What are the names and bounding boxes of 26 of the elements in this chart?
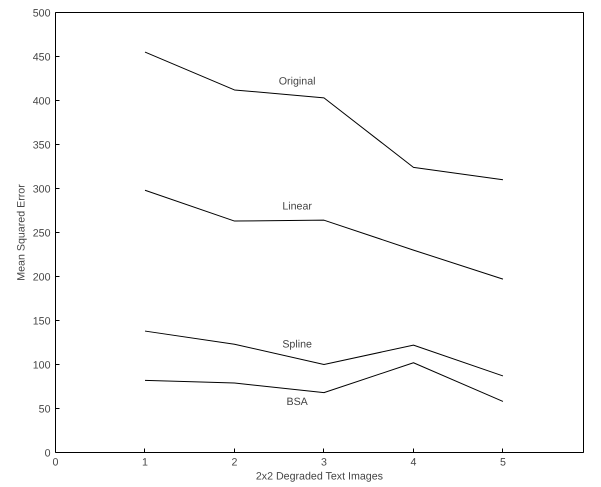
x-tick-label: 0 — [52, 456, 59, 468]
y-tick-label: 450 — [32, 52, 51, 64]
line-series — [144, 190, 504, 280]
x-tick-label: 3 — [321, 456, 328, 468]
series-label: Spline — [282, 338, 312, 350]
y-tick-label: 200 — [32, 272, 51, 284]
y-tick-label: 150 — [32, 316, 51, 328]
series-label: Original — [278, 75, 316, 88]
y-tick-label: 350 — [32, 140, 51, 152]
y-tick-label: 0 — [44, 448, 51, 460]
series-label: BSA — [286, 396, 309, 408]
y-tick-label: 250 — [32, 228, 51, 240]
y-tick-label: 500 — [32, 8, 51, 20]
y-tick-label: 300 — [32, 184, 51, 196]
x-tick-label: 1 — [142, 456, 148, 468]
line-series — [144, 330, 504, 376]
x-tick-label: 5 — [500, 456, 506, 468]
x-tick-label: 2 — [232, 456, 238, 468]
x-tick-label: 4 — [410, 456, 417, 468]
y-tick-label: 100 — [32, 360, 51, 372]
line-series — [144, 52, 504, 180]
series-label: Linear — [282, 200, 312, 212]
x-axis-title: 2x2 Degraded Text Images — [256, 470, 383, 482]
y-axis-title: Mean Squared Error — [16, 184, 28, 281]
y-tick-label: 50 — [38, 404, 51, 416]
y-tick-label: 400 — [32, 96, 51, 108]
